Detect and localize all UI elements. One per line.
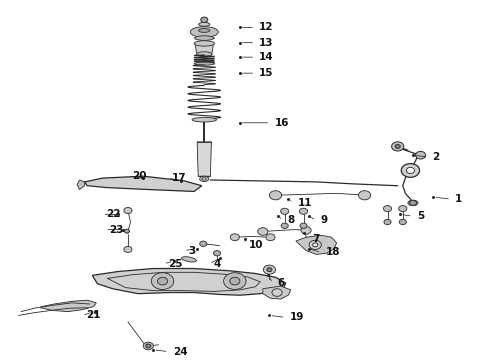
Text: 5: 5	[417, 211, 424, 221]
Text: 13: 13	[259, 38, 274, 48]
Text: 20: 20	[132, 171, 147, 181]
Ellipse shape	[200, 176, 209, 181]
Circle shape	[410, 200, 416, 206]
Circle shape	[267, 268, 272, 271]
Ellipse shape	[408, 200, 418, 206]
Polygon shape	[77, 180, 85, 189]
Text: 25: 25	[168, 259, 182, 269]
Circle shape	[359, 191, 371, 200]
Circle shape	[384, 219, 391, 225]
Text: 3: 3	[188, 246, 195, 256]
Ellipse shape	[198, 28, 210, 32]
Circle shape	[399, 219, 406, 225]
Text: 6: 6	[277, 278, 284, 288]
Text: 7: 7	[313, 234, 320, 244]
Text: 24: 24	[173, 347, 187, 357]
Text: 18: 18	[325, 247, 340, 257]
Text: 23: 23	[109, 225, 123, 235]
Text: 22: 22	[106, 209, 121, 219]
Circle shape	[263, 265, 275, 274]
Ellipse shape	[192, 117, 217, 122]
Polygon shape	[92, 269, 286, 295]
Text: 14: 14	[259, 52, 274, 62]
Ellipse shape	[195, 36, 214, 40]
Circle shape	[223, 273, 246, 289]
Circle shape	[157, 277, 168, 285]
Circle shape	[124, 246, 132, 252]
Ellipse shape	[190, 27, 218, 37]
Text: 8: 8	[287, 215, 294, 225]
Circle shape	[124, 207, 132, 213]
Circle shape	[401, 163, 419, 177]
Circle shape	[230, 277, 240, 285]
Circle shape	[384, 206, 392, 212]
Circle shape	[151, 273, 174, 289]
Ellipse shape	[194, 62, 215, 65]
Circle shape	[146, 344, 151, 348]
Circle shape	[392, 142, 404, 151]
Text: 4: 4	[214, 259, 221, 269]
Ellipse shape	[196, 52, 212, 57]
Text: 9: 9	[320, 215, 327, 225]
Circle shape	[300, 223, 307, 229]
Circle shape	[270, 191, 282, 200]
Polygon shape	[85, 176, 202, 192]
Circle shape	[299, 208, 308, 214]
Ellipse shape	[194, 41, 215, 46]
Text: 11: 11	[297, 198, 312, 208]
Text: 16: 16	[274, 118, 289, 128]
Ellipse shape	[202, 178, 206, 180]
Circle shape	[399, 206, 407, 212]
Circle shape	[200, 241, 207, 246]
Circle shape	[201, 17, 208, 22]
Circle shape	[272, 289, 282, 296]
Text: 1: 1	[455, 194, 463, 204]
Circle shape	[406, 167, 415, 174]
Text: 2: 2	[432, 152, 440, 162]
Circle shape	[124, 229, 129, 233]
Text: 21: 21	[86, 310, 101, 320]
Polygon shape	[296, 235, 337, 255]
Ellipse shape	[182, 257, 196, 262]
Text: 10: 10	[249, 240, 264, 250]
Polygon shape	[195, 44, 214, 54]
Circle shape	[416, 152, 426, 159]
Text: 19: 19	[290, 312, 304, 322]
Ellipse shape	[198, 22, 210, 26]
Polygon shape	[263, 286, 291, 299]
Circle shape	[214, 251, 220, 256]
Circle shape	[301, 226, 311, 234]
Circle shape	[395, 144, 400, 148]
Polygon shape	[40, 300, 97, 312]
Circle shape	[258, 228, 268, 235]
Circle shape	[309, 240, 321, 249]
Circle shape	[266, 234, 275, 240]
Circle shape	[281, 208, 289, 214]
Text: 15: 15	[259, 68, 274, 78]
Text: 12: 12	[259, 22, 274, 32]
Circle shape	[313, 243, 318, 247]
Circle shape	[143, 342, 153, 350]
Text: 17: 17	[172, 173, 186, 183]
Polygon shape	[197, 142, 211, 176]
Circle shape	[230, 234, 240, 240]
Circle shape	[281, 223, 288, 229]
